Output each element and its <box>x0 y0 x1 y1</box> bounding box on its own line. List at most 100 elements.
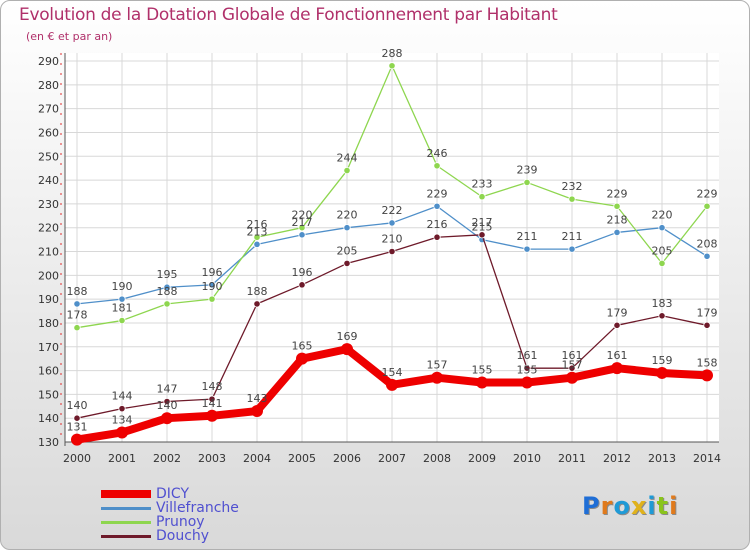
legend-item-dicy: DICY <box>101 486 239 502</box>
chart-subtitle: (en € et par an) <box>26 30 113 43</box>
data-label-dicy: 134 <box>112 413 133 426</box>
data-point-dicy <box>431 371 443 384</box>
legend-swatch-dicy <box>101 490 151 498</box>
data-label-prunoy: 190 <box>202 280 223 293</box>
data-label-villefranche: 215 <box>472 221 493 234</box>
data-point-prunoy <box>118 316 126 325</box>
data-label-dicy: 154 <box>382 366 403 379</box>
x-tick-label: 2004 <box>243 452 271 465</box>
data-point-villefranche <box>253 240 261 248</box>
data-point-douchy <box>343 259 351 268</box>
x-tick-label: 2006 <box>333 452 361 465</box>
y-tick-label: 160 <box>38 365 59 378</box>
data-label-douchy: 183 <box>652 297 673 310</box>
data-point-dicy <box>566 371 578 384</box>
data-point-douchy <box>73 414 81 422</box>
data-point-villefranche <box>343 224 351 232</box>
data-point-dicy <box>656 366 668 379</box>
x-tick-label: 2000 <box>63 452 91 465</box>
data-point-prunoy <box>73 324 81 332</box>
data-point-dicy <box>116 426 128 439</box>
legend-swatch-prunoy <box>101 520 151 524</box>
data-label-dicy: 157 <box>562 359 583 372</box>
data-point-douchy <box>208 395 216 403</box>
x-tick-label: 2011 <box>558 452 586 465</box>
x-tick-label: 2008 <box>423 452 451 465</box>
y-tick-label: 290 <box>38 55 59 68</box>
data-point-prunoy <box>703 202 711 210</box>
data-label-prunoy: 288 <box>382 47 403 60</box>
data-label-prunoy: 239 <box>517 163 538 176</box>
data-label-douchy: 140 <box>67 399 88 412</box>
data-point-douchy <box>118 405 126 413</box>
data-point-dicy <box>206 409 218 422</box>
data-point-dicy <box>296 352 308 365</box>
data-point-douchy <box>433 233 441 241</box>
data-point-prunoy <box>613 202 621 210</box>
x-tick-label: 2014 <box>693 452 721 465</box>
data-label-dicy: 157 <box>427 359 448 372</box>
data-label-villefranche: 195 <box>157 268 178 281</box>
data-point-villefranche <box>658 224 666 232</box>
y-tick-label: 140 <box>38 412 59 425</box>
data-label-villefranche: 217 <box>292 216 313 229</box>
data-point-douchy <box>703 321 711 329</box>
data-point-douchy <box>523 364 531 372</box>
data-point-villefranche <box>298 231 306 239</box>
data-label-douchy: 216 <box>427 218 448 231</box>
data-label-villefranche: 208 <box>697 237 718 250</box>
x-tick-label: 2001 <box>108 452 136 465</box>
data-label-douchy: 179 <box>697 306 718 319</box>
data-label-villefranche: 222 <box>382 204 403 217</box>
data-label-villefranche: 229 <box>427 187 448 200</box>
data-point-villefranche <box>568 245 576 253</box>
data-point-prunoy <box>433 162 441 170</box>
data-point-prunoy <box>163 300 171 308</box>
data-label-villefranche: 190 <box>112 280 133 293</box>
chart-title: Evolution de la Dotation Globale de Fonc… <box>19 5 558 25</box>
data-point-villefranche <box>163 283 171 291</box>
x-tick-label: 2002 <box>153 452 181 465</box>
legend-label-villefranche: Villefranche <box>156 500 239 516</box>
y-tick-label: 250 <box>38 150 59 163</box>
y-tick-label: 280 <box>38 79 59 92</box>
data-label-dicy: 155 <box>517 363 538 376</box>
proxiti-logo: Proxiti <box>582 492 679 520</box>
data-point-villefranche <box>388 219 396 227</box>
data-label-prunoy: 229 <box>607 187 628 200</box>
data-point-dicy <box>71 433 83 446</box>
data-label-villefranche: 218 <box>607 213 628 226</box>
y-tick-label: 230 <box>38 198 59 211</box>
x-tick-label: 2012 <box>603 452 631 465</box>
data-point-douchy <box>388 247 396 256</box>
data-label-douchy: 188 <box>247 285 268 298</box>
legend-swatch-douchy <box>101 534 151 538</box>
data-point-prunoy <box>298 224 306 232</box>
x-tick-label: 2005 <box>288 452 316 465</box>
data-point-prunoy <box>253 233 261 241</box>
data-point-dicy <box>341 343 353 356</box>
data-point-douchy <box>613 321 621 329</box>
y-tick-label: 180 <box>38 317 59 330</box>
data-point-villefranche <box>73 300 81 308</box>
data-label-douchy: 147 <box>157 383 178 396</box>
data-point-prunoy <box>208 295 216 303</box>
data-label-dicy: 165 <box>292 340 313 353</box>
legend-item-douchy: Douchy <box>101 528 239 544</box>
data-point-prunoy <box>478 193 486 201</box>
data-label-douchy: 179 <box>607 306 628 319</box>
y-tick-label: 260 <box>38 126 59 139</box>
data-label-dicy: 131 <box>67 421 88 434</box>
y-tick-label: 170 <box>38 341 59 354</box>
data-label-villefranche: 220 <box>337 209 358 222</box>
data-point-douchy <box>478 231 486 239</box>
data-point-dicy <box>386 378 398 391</box>
x-tick-label: 2009 <box>468 452 496 465</box>
data-point-dicy <box>521 376 533 389</box>
data-label-dicy: 158 <box>697 356 718 369</box>
data-point-villefranche <box>433 202 441 210</box>
data-label-douchy: 161 <box>562 349 583 362</box>
data-point-villefranche <box>523 245 531 253</box>
